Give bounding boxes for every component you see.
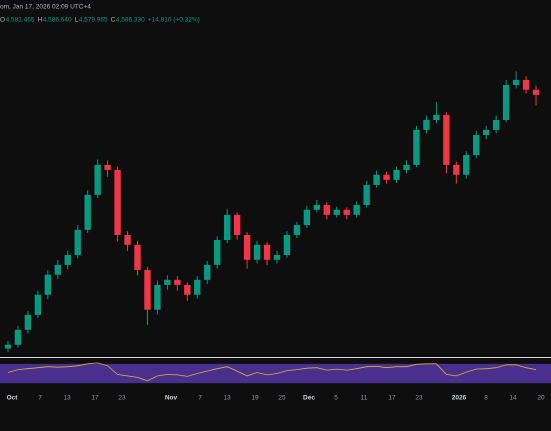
- candle-body: [473, 134, 480, 156]
- candle-body: [373, 174, 380, 185]
- x-tick-label: 17: [91, 395, 99, 402]
- candle-body: [223, 214, 231, 241]
- candle-body: [4, 344, 12, 349]
- candle-body: [363, 184, 370, 206]
- x-tick-label: 19: [251, 395, 259, 402]
- candle-body: [164, 279, 171, 285]
- x-tick-label: Oct: [7, 395, 19, 402]
- ohlc-value: 4,586.640: [43, 17, 72, 24]
- candle-body: [453, 164, 460, 175]
- candle-body: [204, 264, 211, 280]
- ohlc-change: +14.810 (+0.32%): [148, 17, 200, 24]
- ohlc-row: O 4,581.465 H 4,586.640 L 4,579.965 C 4,586.330…: [0, 17, 200, 24]
- candle-body: [84, 194, 91, 230]
- ohlc-value: 4,581.465: [6, 17, 35, 24]
- candle-body: [114, 170, 121, 235]
- candle-body: [403, 164, 410, 170]
- x-tick-label: 23: [415, 395, 423, 402]
- candle-body: [423, 120, 430, 130]
- x-tick-label: 7: [38, 395, 42, 402]
- candle-body: [522, 79, 530, 90]
- candle-body: [273, 255, 281, 260]
- candle-body: [233, 214, 241, 235]
- candle-body: [124, 234, 131, 245]
- candle-body: [14, 329, 22, 345]
- x-tick-label: 23: [118, 395, 126, 402]
- ohlc-key: H: [37, 17, 42, 24]
- candle-body: [64, 255, 71, 265]
- candle-body: [34, 294, 42, 315]
- candle-body: [24, 314, 32, 330]
- candle-body: [174, 279, 181, 285]
- candle-body: [104, 164, 111, 170]
- candle-body: [154, 284, 161, 310]
- rsi-line: [7, 362, 537, 382]
- candle-body: [94, 164, 101, 195]
- x-tick-label: 13: [63, 395, 71, 402]
- candle-body: [74, 229, 81, 255]
- candle-body: [144, 269, 151, 310]
- candle-body: [243, 234, 251, 260]
- candle-body: [492, 120, 500, 130]
- candle-body: [502, 85, 510, 121]
- ohlc-key: O: [0, 17, 5, 24]
- x-tick-label: 20: [537, 395, 545, 402]
- candle-body: [353, 205, 360, 215]
- header-title: om, Jan 17, 2026 02:09 UTC+4: [0, 4, 91, 11]
- candle-body: [253, 244, 261, 260]
- x-tick-label: Nov: [165, 395, 178, 402]
- x-tick-label: 25: [278, 395, 286, 402]
- ohlc-value: 4,579.965: [79, 17, 108, 24]
- candle-body: [293, 225, 301, 235]
- candle-body: [383, 174, 390, 180]
- x-tick-label: 17: [388, 395, 396, 402]
- x-tick-label: 13: [223, 395, 231, 402]
- candle-body: [283, 234, 291, 255]
- candle-body: [323, 205, 330, 215]
- candle-body: [214, 240, 221, 265]
- candle-body: [393, 170, 400, 180]
- candle-body: [44, 274, 52, 295]
- candle-body: [512, 79, 520, 85]
- x-tick-label: 11: [361, 395, 368, 402]
- candle-body: [184, 284, 191, 295]
- candle-body: [303, 209, 311, 226]
- candle-body: [54, 264, 61, 275]
- x-tick-label: 14: [509, 395, 517, 402]
- candle-body: [194, 279, 201, 295]
- ohlc-key: L: [75, 17, 79, 24]
- x-tick-label: 8: [484, 395, 488, 402]
- ohlc-value: 4,586.330: [116, 17, 145, 24]
- ohlc-key: C: [111, 17, 116, 24]
- candle-body: [343, 209, 350, 215]
- x-tick-label: Dec: [303, 395, 315, 402]
- candle-body: [433, 114, 440, 121]
- candle-body: [443, 114, 450, 165]
- candle-body: [313, 205, 321, 210]
- candle-body: [263, 244, 271, 260]
- candle-body: [483, 129, 490, 135]
- candle-body: [134, 244, 141, 270]
- candle-body: [413, 129, 420, 165]
- x-tick-label: 7: [198, 395, 202, 402]
- x-tick-label: 5: [334, 395, 338, 402]
- candle-body: [333, 209, 340, 215]
- x-tick-label: 2026: [452, 395, 467, 402]
- candle-body: [532, 89, 540, 95]
- candle-body: [463, 155, 470, 175]
